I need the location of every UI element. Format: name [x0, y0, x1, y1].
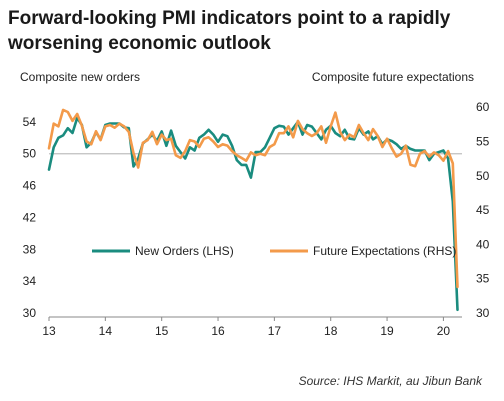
- right-y-tick-label: 50: [476, 169, 490, 183]
- x-tick-label: 16: [211, 324, 225, 338]
- right-y-tick-label: 30: [476, 306, 490, 320]
- left-y-tick-label: 54: [23, 115, 37, 129]
- x-tick-label: 17: [268, 324, 282, 338]
- left-axis-caption: Composite new orders: [20, 70, 141, 84]
- left-y-tick-label: 46: [23, 179, 37, 193]
- x-tick-label: 20: [437, 324, 451, 338]
- chart-title: Forward-looking PMI indicators point to …: [8, 8, 451, 54]
- left-y-tick-label: 34: [23, 274, 37, 288]
- x-tick-label: 15: [155, 324, 169, 338]
- left-y-tick-label: 38: [23, 242, 37, 256]
- x-tick-label: 13: [42, 324, 56, 338]
- legend-future-expectations-label: Future Expectations (RHS): [313, 244, 456, 258]
- legend-new-orders-label: New Orders (LHS): [135, 244, 234, 258]
- right-y-tick-label: 40: [476, 237, 490, 251]
- right-y-tick-label: 55: [476, 134, 490, 148]
- source-note: Source: IHS Markit, au Jibun Bank: [298, 374, 482, 388]
- new-orders-line: [47, 116, 459, 312]
- x-tick-label: 19: [380, 324, 394, 338]
- left-y-tick-label: 30: [23, 306, 37, 320]
- x-tick-label: 18: [324, 324, 338, 338]
- left-y-tick-label: 42: [23, 210, 37, 224]
- future-expectations-line: [47, 108, 459, 289]
- left-y-tick-label: 50: [23, 147, 37, 161]
- right-axis-caption: Composite future expectations: [311, 70, 474, 84]
- right-y-tick-label: 60: [476, 100, 490, 114]
- x-tick-label: 14: [99, 324, 113, 338]
- right-y-tick-label: 35: [476, 272, 490, 286]
- right-y-tick-label: 45: [476, 203, 490, 217]
